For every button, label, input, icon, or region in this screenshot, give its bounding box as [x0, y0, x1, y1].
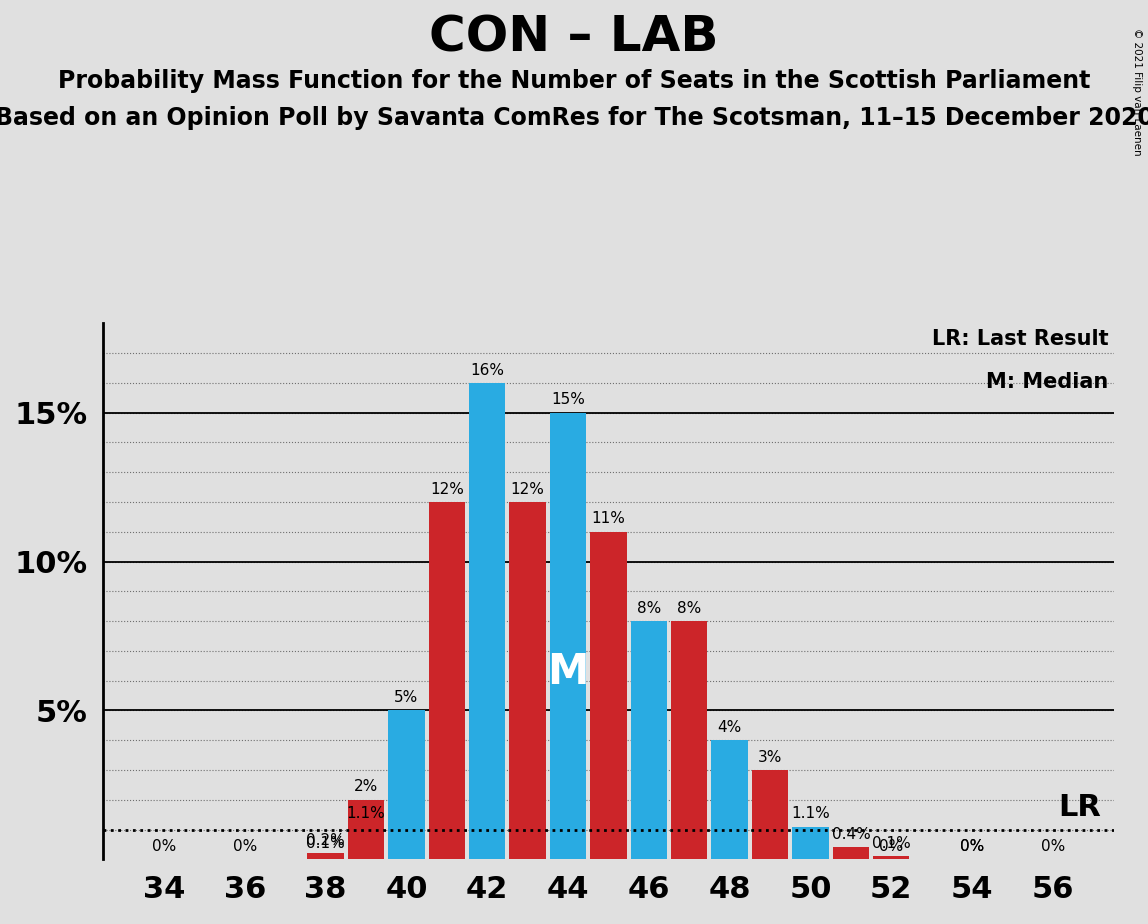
Text: LR: Last Result: LR: Last Result	[932, 329, 1109, 348]
Text: 2%: 2%	[354, 780, 378, 795]
Bar	[510, 502, 545, 859]
Bar	[672, 621, 707, 859]
Text: 5%: 5%	[394, 690, 419, 705]
Bar	[348, 827, 385, 859]
Text: 11%: 11%	[591, 512, 626, 527]
Text: 1.1%: 1.1%	[347, 807, 386, 821]
Text: M: M	[548, 650, 589, 693]
Text: © 2021 Filip van Laenen: © 2021 Filip van Laenen	[1132, 28, 1142, 155]
Bar	[752, 770, 789, 859]
Text: 0.1%: 0.1%	[307, 836, 344, 851]
Text: 8%: 8%	[677, 601, 701, 615]
Text: 16%: 16%	[471, 362, 504, 378]
Text: M: Median: M: Median	[986, 371, 1109, 392]
Text: 0%: 0%	[960, 839, 984, 854]
Text: 0.2%: 0.2%	[307, 833, 344, 848]
Text: 0%: 0%	[1041, 839, 1065, 854]
Bar	[712, 740, 747, 859]
Text: 0%: 0%	[152, 839, 176, 854]
Bar	[590, 532, 627, 859]
Bar	[470, 383, 505, 859]
Bar	[874, 857, 909, 859]
Text: LR: LR	[1058, 793, 1101, 822]
Text: Based on an Opinion Poll by Savanta ComRes for The Scotsman, 11–15 December 2020: Based on an Opinion Poll by Savanta ComR…	[0, 106, 1148, 130]
Text: CON – LAB: CON – LAB	[429, 14, 719, 62]
Bar	[308, 854, 343, 859]
Bar	[832, 847, 869, 859]
Text: 0.4%: 0.4%	[831, 827, 870, 842]
Text: 12%: 12%	[511, 481, 544, 497]
Text: 0%: 0%	[233, 839, 257, 854]
Text: 15%: 15%	[551, 393, 585, 407]
Text: 3%: 3%	[758, 749, 782, 765]
Text: 0%: 0%	[879, 839, 903, 854]
Bar	[388, 711, 425, 859]
Text: 0%: 0%	[960, 839, 984, 854]
Bar	[550, 413, 587, 859]
Text: 0.1%: 0.1%	[872, 836, 910, 851]
Text: 8%: 8%	[637, 601, 661, 615]
Bar	[792, 827, 829, 859]
Bar	[630, 621, 667, 859]
Text: 1.1%: 1.1%	[791, 807, 830, 821]
Text: Probability Mass Function for the Number of Seats in the Scottish Parliament: Probability Mass Function for the Number…	[57, 69, 1091, 93]
Bar	[428, 502, 465, 859]
Bar	[308, 857, 343, 859]
Bar	[348, 800, 385, 859]
Text: 4%: 4%	[718, 720, 742, 735]
Text: 12%: 12%	[429, 481, 464, 497]
